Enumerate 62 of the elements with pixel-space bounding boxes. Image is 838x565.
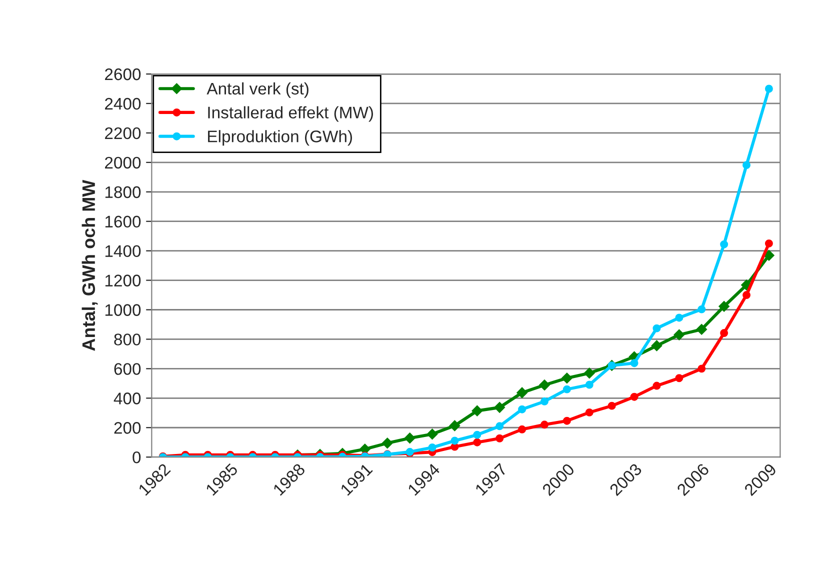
point — [698, 305, 706, 314]
y-tick-label: 2600 — [105, 68, 141, 80]
point — [473, 438, 482, 446]
point — [473, 430, 482, 439]
point — [428, 444, 436, 452]
point — [426, 428, 438, 440]
point — [585, 408, 594, 416]
point — [698, 364, 706, 373]
point — [496, 422, 504, 430]
point — [562, 416, 571, 425]
y-tick-label: 800 — [114, 334, 141, 346]
point — [496, 434, 504, 442]
y-tick-label: 1600 — [105, 216, 141, 228]
y-tick-label: 2400 — [105, 98, 141, 110]
legend-label: Elproduktion (GWh) — [208, 130, 352, 146]
y-tick-label: 200 — [114, 422, 141, 434]
y-tick-label: 0 — [132, 451, 141, 464]
point — [494, 402, 506, 413]
point — [674, 329, 685, 340]
point — [764, 84, 773, 93]
point — [404, 432, 416, 444]
point — [562, 385, 571, 394]
point — [472, 405, 483, 416]
legend-label: Installerad effekt (MW) — [208, 106, 373, 122]
point — [720, 329, 728, 338]
point — [516, 387, 528, 398]
point — [539, 380, 550, 390]
point — [764, 250, 774, 261]
point — [696, 324, 708, 335]
point — [518, 425, 526, 434]
point — [518, 405, 526, 414]
point — [382, 438, 393, 449]
point — [630, 392, 638, 401]
point — [742, 161, 750, 170]
point — [652, 324, 661, 332]
point — [562, 372, 572, 384]
y-tick-label: 1000 — [105, 304, 141, 316]
y-tick-label: 1800 — [105, 186, 141, 198]
point — [675, 374, 684, 382]
point — [651, 340, 662, 352]
point — [742, 291, 750, 300]
point — [585, 380, 594, 389]
y-axis-title: Antal, GWh och MW — [82, 180, 98, 351]
point — [718, 300, 730, 312]
point — [450, 436, 459, 445]
point — [540, 397, 548, 406]
point — [675, 314, 684, 322]
y-tick-label: 600 — [114, 363, 141, 375]
point — [540, 420, 548, 429]
y-tick-label: 1400 — [105, 245, 141, 258]
point — [584, 368, 595, 379]
y-tick-label: 400 — [114, 392, 141, 404]
y-tick-label: 2200 — [105, 127, 141, 140]
y-tick-label: 1200 — [105, 274, 141, 286]
point — [720, 240, 728, 248]
point — [449, 420, 460, 432]
point — [608, 402, 616, 410]
y-tick-label: 2000 — [105, 156, 141, 169]
point — [652, 382, 661, 390]
point — [764, 239, 773, 248]
legend-label: Antal verk (st) — [206, 82, 308, 98]
point — [630, 359, 638, 368]
